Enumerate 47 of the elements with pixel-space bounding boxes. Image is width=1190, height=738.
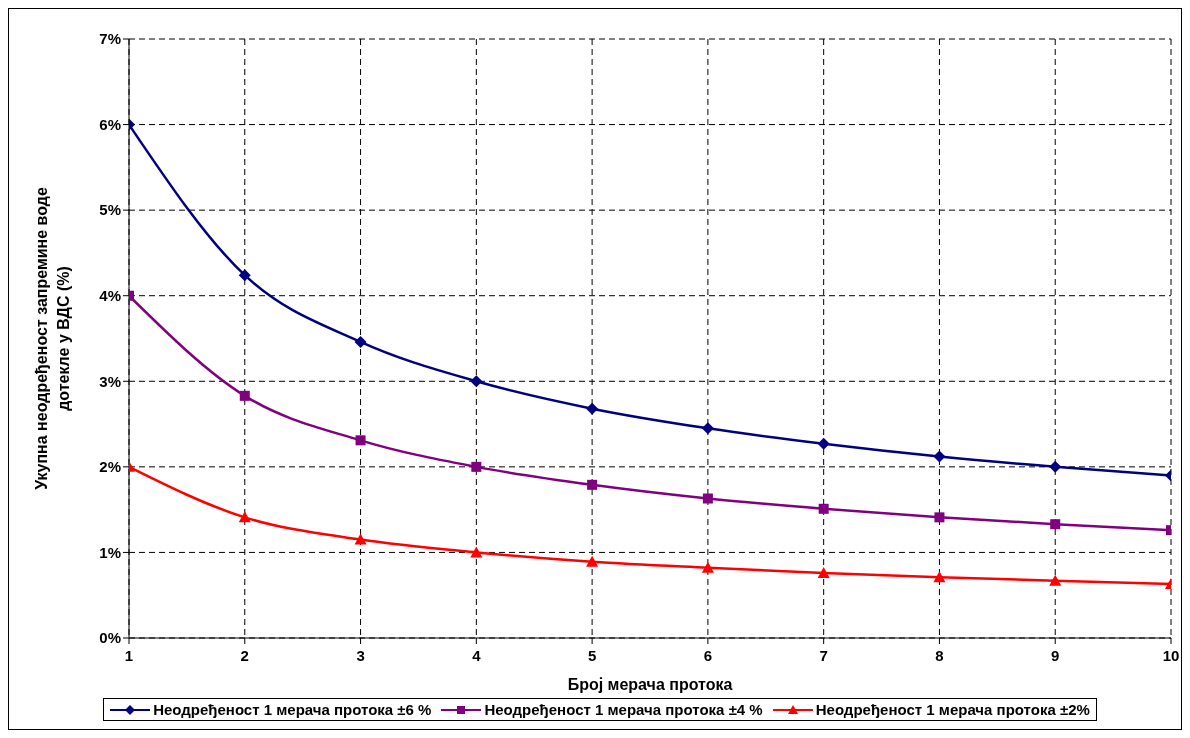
point [933,571,946,583]
y-tick-label: 0% [99,629,121,647]
point [1049,460,1062,473]
y-tick-label: 2% [99,458,121,476]
x-tick-label: 4 [472,646,482,664]
point [818,503,829,514]
point [471,461,482,472]
point [239,390,250,401]
x-tick-label: 5 [587,646,597,664]
y-tick-label: 3% [99,372,121,390]
point [587,479,598,490]
point [238,511,251,523]
legend-label: Неодређеност 1 мерача протока ±4 % [484,701,763,718]
x-tick-label: 1 [124,646,134,664]
x-tick-label: 9 [1051,646,1060,664]
y-tick-label: 6% [99,115,121,133]
x-tick-label: 3 [356,646,365,664]
x-axis-title: Број мерача протока [567,676,733,693]
point [586,555,599,567]
legend-label: Неодређеност 1 мерача протока ±6 % [153,701,432,718]
x-tick-label: 6 [703,646,713,664]
y-axis-title: Укупна неодређеност запремине воде дотекле у ВДС (%) [33,187,72,490]
x-tick-label: 2 [240,646,249,664]
x-tick-label: 8 [935,646,944,664]
point [701,422,714,435]
x-tick-label: 10 [1162,646,1180,664]
point [702,493,713,504]
point [817,566,830,578]
point [238,269,251,282]
point [1049,574,1062,586]
point [354,335,367,348]
point [933,450,946,463]
x-tick-label: 7 [819,646,828,664]
y-tick-label: 7% [99,30,121,48]
y-tick-label: 1% [99,543,121,561]
y-tick-label: 4% [99,287,121,305]
point [470,375,483,388]
point [354,533,367,545]
point [470,546,483,558]
point [701,561,714,573]
point [817,437,830,450]
legend-label: Неодређеност 1 мерача протока ±2% [815,701,1090,718]
point [1050,519,1061,530]
point [586,402,599,415]
point [355,435,366,446]
y-tick-label: 5% [99,201,121,219]
point [934,512,945,523]
